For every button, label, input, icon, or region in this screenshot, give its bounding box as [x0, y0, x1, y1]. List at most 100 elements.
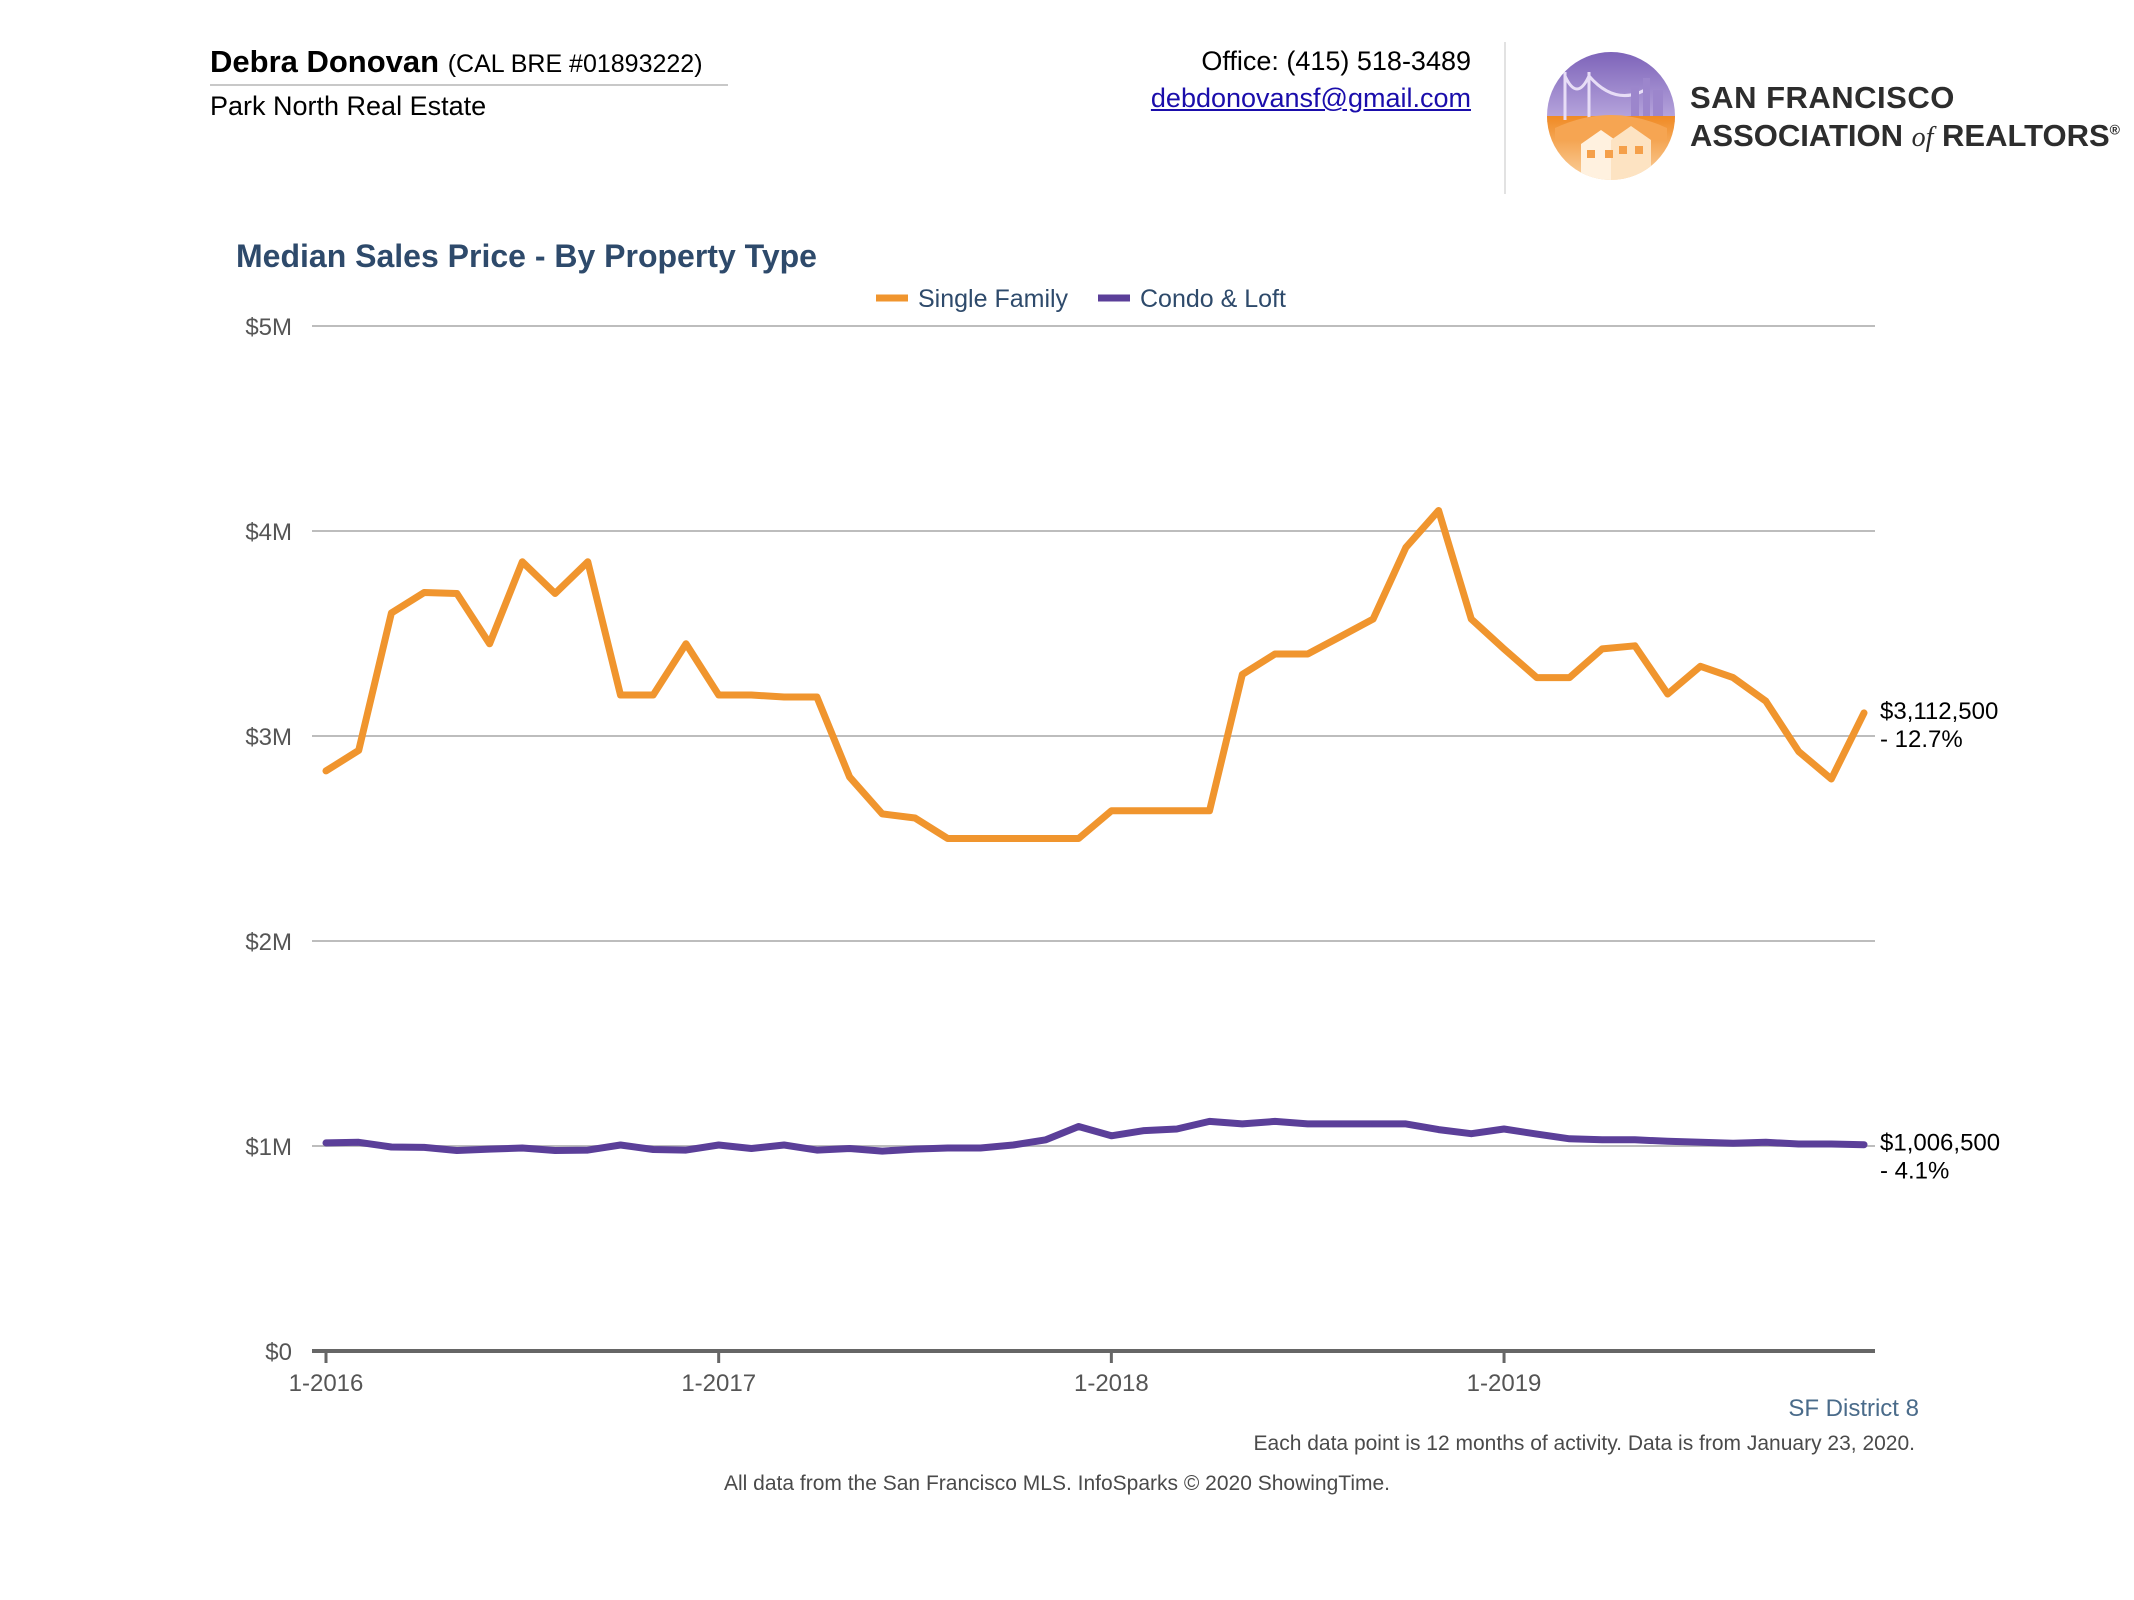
data-point — [1600, 1138, 1604, 1142]
data-point — [848, 775, 852, 779]
data-point — [1404, 1122, 1408, 1126]
header-divider — [210, 84, 728, 86]
header-vertical-divider — [1504, 42, 1506, 194]
data-point — [1077, 1125, 1081, 1128]
data-point — [1666, 1139, 1670, 1143]
data-point — [520, 1146, 524, 1150]
chart-footnote: Each data point is 12 months of activity… — [1253, 1432, 1915, 1455]
end-label-value: $3,112,500 — [1880, 698, 1998, 725]
data-point — [1829, 1142, 1833, 1146]
agent-license: (CAL BRE #01893222) — [447, 50, 703, 78]
data-point — [389, 611, 393, 615]
data-point — [488, 642, 492, 646]
data-point — [1568, 1137, 1571, 1141]
data-point — [455, 1149, 459, 1152]
data-point — [389, 1145, 393, 1149]
data-point — [553, 1149, 557, 1152]
data-point — [1502, 647, 1506, 651]
data-point — [1208, 809, 1211, 813]
logo-text-realtors: REALTORS — [1942, 118, 2110, 153]
agent-company: Park North Real Estate — [210, 91, 487, 121]
data-point — [422, 591, 426, 594]
data-point — [684, 642, 688, 646]
agent-name-text: Debra Donovan — [210, 44, 440, 79]
data-point — [1535, 1132, 1539, 1136]
data-point — [586, 560, 590, 564]
y-tick-label: $2M — [245, 929, 292, 956]
data-point — [357, 748, 361, 752]
data-point — [586, 1148, 590, 1152]
data-point — [1175, 1127, 1179, 1131]
x-tick-label: 1-2019 — [1467, 1370, 1542, 1397]
data-point — [946, 1146, 950, 1150]
data-point — [1764, 699, 1768, 703]
series-line-single-family — [322, 507, 1868, 842]
y-tick-label: $4M — [245, 519, 292, 546]
data-point — [1371, 1122, 1375, 1126]
data-point — [1338, 635, 1342, 639]
data-point — [979, 837, 982, 840]
data-point — [1731, 676, 1735, 680]
data-point — [553, 592, 557, 595]
data-point — [619, 693, 622, 697]
data-point — [1109, 1134, 1113, 1138]
office-phone: Office: (415) 518-3489 — [1201, 46, 1471, 76]
logo-text-line2: ASSOCIATION of REALTORS® — [1690, 118, 2120, 154]
data-point — [1633, 1138, 1637, 1142]
data-point — [619, 1143, 622, 1147]
data-point — [717, 1143, 721, 1147]
data-point — [455, 592, 459, 595]
data-point — [1829, 777, 1833, 781]
chart-series — [322, 507, 1868, 1155]
data-point — [782, 1143, 786, 1147]
data-point — [717, 693, 721, 697]
data-point — [1273, 1119, 1277, 1123]
data-point — [1142, 809, 1146, 813]
data-point — [880, 812, 884, 816]
y-tick-label: $0 — [265, 1339, 292, 1366]
chart-axes: $0 $1M $2M $3M $4M $5M 1-2016 1-2017 1-2018 1-201… — [245, 314, 1875, 1397]
data-point — [1273, 652, 1277, 656]
data-point — [1600, 647, 1604, 651]
data-point — [1338, 1122, 1342, 1126]
data-point — [1240, 1122, 1244, 1126]
data-point — [1797, 1142, 1801, 1146]
data-point — [1469, 1132, 1473, 1136]
data-point — [815, 695, 819, 699]
data-point — [1666, 692, 1670, 696]
data-point — [1404, 545, 1408, 549]
legend-label: Condo & Loft — [1140, 285, 1286, 313]
data-point — [1568, 676, 1571, 680]
x-tick-label: 1-2016 — [289, 1370, 364, 1397]
data-point — [880, 1149, 884, 1153]
data-point — [979, 1146, 982, 1150]
email-link[interactable]: debdonovansf@gmail.com — [1150, 83, 1471, 113]
data-point — [1535, 676, 1539, 680]
data-point — [488, 1147, 492, 1151]
data-point — [1142, 1129, 1146, 1133]
data-point — [1437, 1128, 1441, 1132]
data-point — [782, 695, 786, 699]
data-point — [1109, 809, 1113, 813]
data-point — [520, 560, 524, 564]
data-point — [1011, 837, 1015, 840]
data-point — [1862, 711, 1866, 715]
data-point — [1044, 1138, 1048, 1142]
data-point — [1764, 1140, 1768, 1144]
chart-legend: Single Family Condo & Loft — [876, 285, 1286, 313]
data-point — [815, 1148, 819, 1152]
y-tick-label: $3M — [245, 724, 292, 751]
data-point — [1437, 509, 1441, 512]
data-point — [1044, 837, 1048, 840]
end-label-change: - 4.1% — [1880, 1158, 1949, 1185]
data-point — [324, 769, 328, 773]
data-point — [684, 1148, 688, 1152]
data-point — [1698, 1140, 1702, 1144]
series-line-condo-loft — [322, 1117, 1868, 1155]
y-tick-label: $1M — [245, 1134, 292, 1161]
data-point — [848, 1147, 852, 1150]
logo-text-association: ASSOCIATION — [1690, 118, 1903, 153]
data-point — [1731, 1141, 1735, 1145]
x-tick-label: 1-2018 — [1074, 1370, 1149, 1397]
